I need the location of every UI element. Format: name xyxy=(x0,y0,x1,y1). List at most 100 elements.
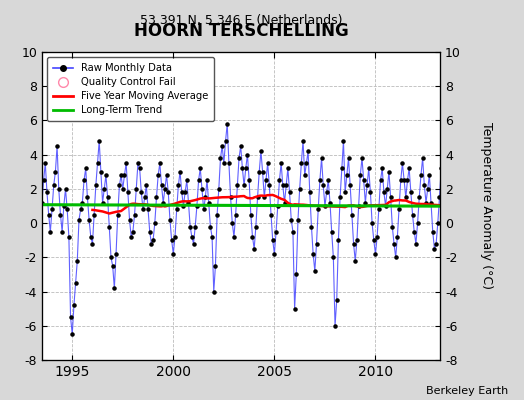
Point xyxy=(467,189,476,196)
Point xyxy=(154,172,162,178)
Point xyxy=(139,206,147,213)
Point xyxy=(92,182,100,189)
Point xyxy=(99,199,107,206)
Point xyxy=(457,199,466,206)
Point xyxy=(339,138,347,144)
Point xyxy=(80,177,88,184)
Point xyxy=(350,240,358,247)
Point xyxy=(417,172,425,178)
Point xyxy=(452,302,461,308)
Point xyxy=(297,160,305,166)
Point xyxy=(511,258,519,264)
Point xyxy=(45,211,53,218)
Point xyxy=(331,322,339,329)
Point xyxy=(240,182,248,189)
Point xyxy=(373,234,381,240)
Point xyxy=(283,165,292,172)
Point xyxy=(304,148,312,154)
Point xyxy=(363,182,371,189)
Point xyxy=(71,280,80,286)
Point xyxy=(353,237,361,244)
Point xyxy=(277,160,286,166)
Point xyxy=(75,216,83,223)
Point xyxy=(477,186,486,192)
Point xyxy=(289,228,297,235)
Point xyxy=(390,240,398,247)
Point xyxy=(401,194,410,201)
Point xyxy=(398,160,407,166)
Point xyxy=(449,216,457,223)
Point xyxy=(413,220,422,226)
Point xyxy=(294,216,302,223)
Point xyxy=(506,189,515,196)
Point xyxy=(270,251,279,257)
Point xyxy=(381,203,390,209)
Point xyxy=(321,203,329,209)
Point xyxy=(68,331,77,338)
Point xyxy=(481,199,489,206)
Point xyxy=(408,211,417,218)
Point xyxy=(147,240,156,247)
Point xyxy=(235,155,243,161)
Point xyxy=(186,223,194,230)
Point xyxy=(102,172,110,178)
Point xyxy=(307,223,315,230)
Point xyxy=(484,194,493,201)
Point xyxy=(286,189,294,196)
Point xyxy=(67,314,75,320)
Point xyxy=(445,168,454,175)
Point xyxy=(108,263,117,269)
Point xyxy=(130,211,139,218)
Point xyxy=(250,246,258,252)
Point xyxy=(315,177,324,184)
Point xyxy=(174,182,182,189)
Point xyxy=(469,216,477,223)
Point xyxy=(223,121,232,127)
Point xyxy=(90,211,99,218)
Point xyxy=(296,186,304,192)
Point xyxy=(105,223,114,230)
Point xyxy=(267,211,275,218)
Point xyxy=(265,182,274,189)
Point xyxy=(391,254,400,260)
Point xyxy=(193,203,201,209)
Point xyxy=(50,182,58,189)
Point xyxy=(232,211,240,218)
Point xyxy=(346,182,354,189)
Point xyxy=(461,199,469,206)
Point xyxy=(233,182,242,189)
Point xyxy=(41,160,49,166)
Point xyxy=(393,234,401,240)
Point xyxy=(127,234,135,240)
Point xyxy=(505,203,513,209)
Point xyxy=(204,199,213,206)
Point xyxy=(328,228,336,235)
Point xyxy=(312,240,321,247)
Point xyxy=(85,216,93,223)
Point xyxy=(125,216,134,223)
Point xyxy=(221,138,230,144)
Point xyxy=(383,186,391,192)
Point xyxy=(489,228,498,235)
Point xyxy=(487,199,496,206)
Point xyxy=(254,194,262,201)
Point xyxy=(336,194,344,201)
Point xyxy=(247,211,255,218)
Point xyxy=(322,189,331,196)
Point xyxy=(290,306,299,312)
Point xyxy=(455,234,464,240)
Point xyxy=(262,177,270,184)
Point xyxy=(410,228,418,235)
Point xyxy=(425,172,433,178)
Point xyxy=(375,206,383,213)
Point xyxy=(149,237,157,244)
Point xyxy=(301,172,309,178)
Text: HOORN TERSCHELLING: HOORN TERSCHELLING xyxy=(134,22,348,40)
Point xyxy=(164,189,172,196)
Point xyxy=(238,165,247,172)
Point xyxy=(150,220,159,226)
Point xyxy=(134,160,142,166)
Point xyxy=(292,271,300,278)
Point xyxy=(198,186,206,192)
Point xyxy=(299,138,307,144)
